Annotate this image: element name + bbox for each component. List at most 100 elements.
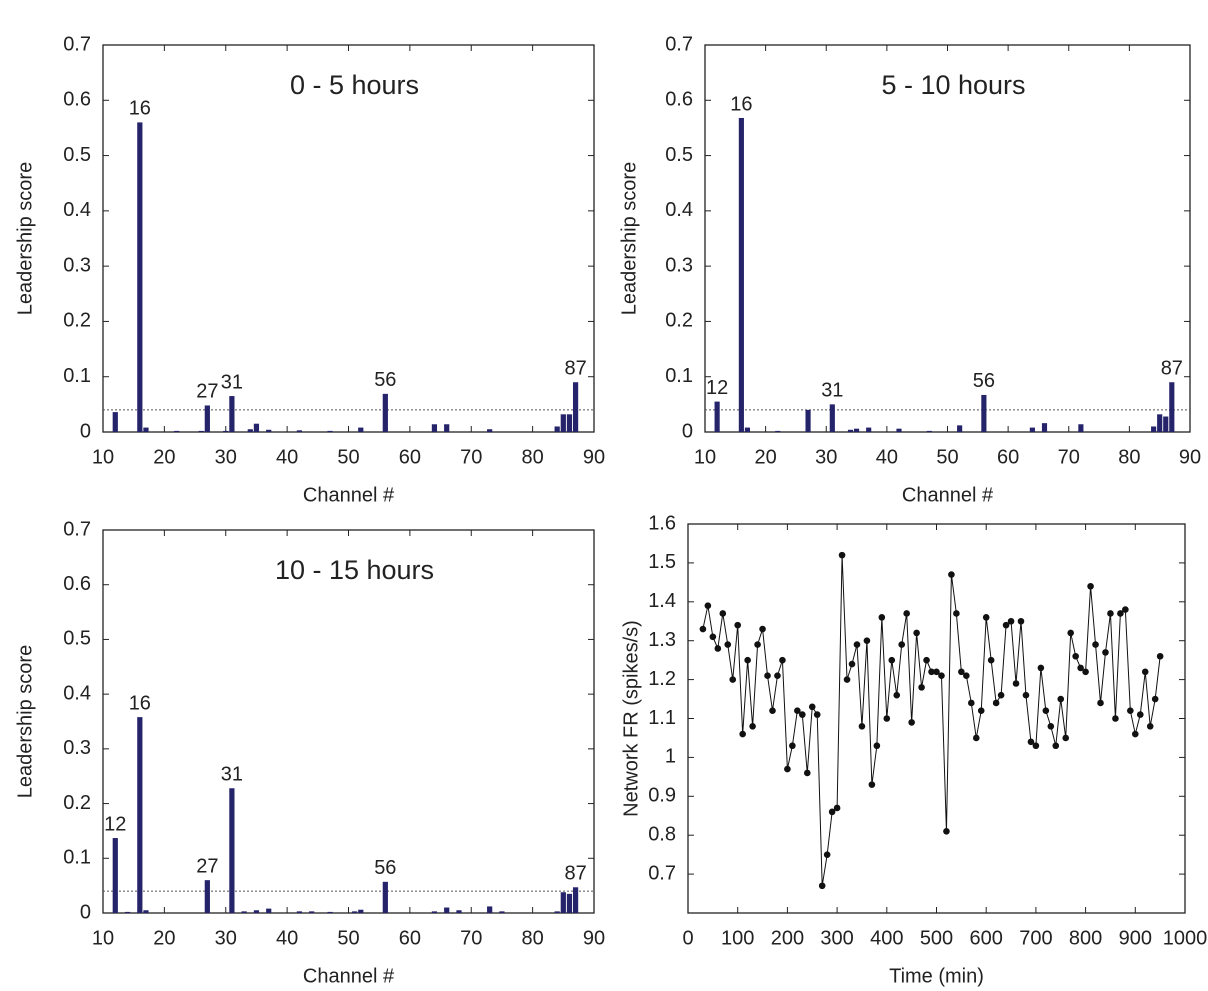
- x-tick-label: 10: [92, 446, 114, 468]
- y-tick-label: 0.4: [63, 682, 91, 704]
- data-point: [1062, 734, 1070, 742]
- data-point: [729, 676, 737, 683]
- bar: [896, 428, 902, 432]
- y-tick-label: 0.7: [63, 518, 91, 540]
- x-tick-label: 50: [936, 446, 958, 468]
- x-tick-label: 70: [460, 927, 482, 949]
- y-tick-label: 0.1: [63, 847, 91, 869]
- panel: 0 0.1 0.2 0.3 0.4 0.5 0.6 0.7 10 20 30 40 50 60 70 80 90…: [618, 33, 1201, 506]
- bar: [829, 404, 835, 432]
- bar: [382, 393, 388, 432]
- bar: [112, 838, 118, 913]
- y-tick-label: 0.2: [665, 310, 693, 332]
- data-point: [1012, 680, 1020, 687]
- bar: [456, 910, 462, 913]
- bar: [847, 429, 854, 432]
- data-point: [779, 656, 786, 664]
- bar-label: 31: [821, 380, 843, 402]
- bar: [204, 880, 210, 913]
- bar: [229, 788, 235, 913]
- bar-label: 16: [129, 98, 151, 120]
- data-point: [977, 707, 985, 715]
- bar-label: 31: [221, 371, 243, 393]
- data-point: [843, 676, 851, 683]
- data-point: [1132, 730, 1139, 738]
- bar: [143, 910, 149, 913]
- data-point: [749, 722, 756, 730]
- bar: [714, 401, 720, 432]
- data-point: [903, 610, 910, 617]
- bar: [296, 430, 303, 432]
- y-tick-label: 1.6: [648, 512, 676, 534]
- panel: 0 0.1 0.2 0.3 0.4 0.5 0.6 0.7 10 20 30 40 50 60 70 80 90…: [14, 33, 605, 506]
- bar: [309, 911, 315, 913]
- data-point: [769, 707, 776, 715]
- x-tick-label: 200: [771, 927, 804, 949]
- data-point: [744, 656, 751, 664]
- y-tick-label: 1.2: [648, 668, 676, 690]
- y-tick-label: 0.1: [665, 365, 693, 387]
- data-point: [1122, 606, 1129, 613]
- data-point: [858, 722, 866, 730]
- data-point: [764, 672, 771, 680]
- data-point: [1072, 652, 1079, 660]
- bar: [1163, 416, 1169, 432]
- x-tick-label: 600: [970, 927, 1003, 949]
- x-tick-label: 60: [997, 446, 1019, 468]
- bar: [358, 909, 364, 913]
- data-point: [997, 691, 1005, 699]
- x-tick-label: 80: [1118, 446, 1140, 468]
- x-tick-label: 90: [583, 927, 605, 949]
- y-tick-label: 1.3: [648, 629, 676, 651]
- data-point: [754, 641, 761, 648]
- y-tick-label: 0: [80, 420, 91, 442]
- data-point: [1102, 649, 1109, 656]
- x-tick-label: 100: [721, 927, 754, 949]
- data-point: [1156, 652, 1164, 660]
- panel-title: 10 - 15 hours: [275, 555, 434, 585]
- data-point: [1127, 707, 1134, 715]
- bar: [352, 911, 358, 913]
- data-point: [873, 742, 881, 750]
- x-tick-label: 800: [1069, 927, 1102, 949]
- x-tick-label: 300: [820, 927, 853, 949]
- x-tick-label: 40: [276, 446, 298, 468]
- data-point: [1037, 664, 1045, 672]
- data-point: [953, 610, 960, 617]
- bar-label: 12: [706, 377, 728, 399]
- bar: [572, 887, 579, 913]
- bar: [247, 429, 253, 432]
- bar: [112, 412, 118, 432]
- bar: [223, 430, 229, 432]
- data-point: [888, 656, 896, 664]
- bar: [554, 426, 560, 432]
- x-tick-label: 80: [522, 446, 544, 468]
- data-point: [868, 781, 876, 788]
- y-tick-label: 0.6: [665, 89, 693, 111]
- data-point: [1112, 715, 1119, 722]
- bar: [744, 427, 751, 432]
- bar: [866, 427, 872, 432]
- x-tick-label: 0: [682, 927, 693, 949]
- bar: [266, 908, 272, 913]
- x-tick-label: 40: [276, 927, 298, 949]
- data-point: [933, 668, 940, 676]
- data-point: [923, 656, 930, 664]
- data-point: [1097, 699, 1104, 707]
- data-point: [799, 711, 806, 718]
- bar-label: 87: [564, 358, 586, 380]
- data-point: [893, 691, 901, 699]
- y-tick-label: 0.6: [63, 89, 91, 111]
- bar: [431, 911, 438, 913]
- data-point: [1141, 668, 1149, 676]
- data-point: [759, 625, 766, 633]
- x-tick-label: 30: [815, 446, 837, 468]
- bar: [981, 394, 987, 432]
- y-tick-label: 0.4: [665, 199, 693, 221]
- x-tick-label: 70: [1058, 446, 1080, 468]
- y-tick-label: 0.7: [665, 33, 693, 55]
- bar: [253, 910, 260, 913]
- bar: [1169, 382, 1175, 432]
- x-axis-title: Channel #: [303, 965, 395, 987]
- y-tick-label: 0.9: [648, 785, 676, 807]
